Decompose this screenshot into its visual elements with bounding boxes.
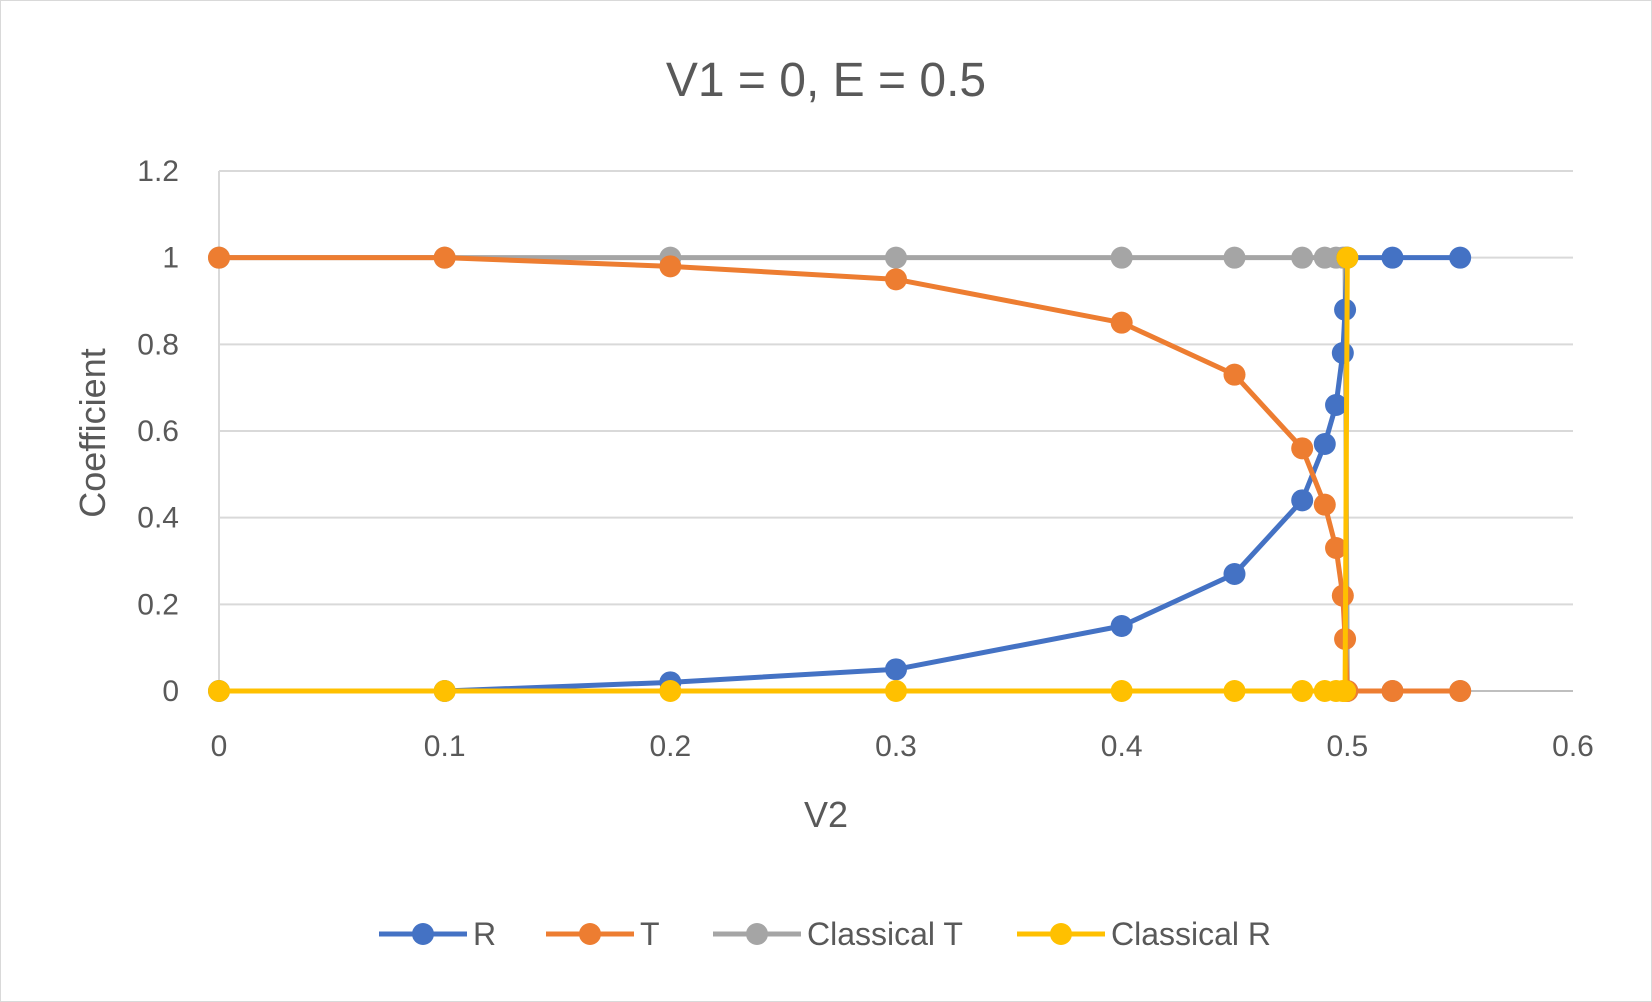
x-tick-label: 0.2 xyxy=(649,730,691,763)
x-tick-label: 0.6 xyxy=(1552,730,1594,763)
legend-label: Classical R xyxy=(1111,916,1271,952)
series-layer xyxy=(208,246,1472,702)
data-point xyxy=(1449,246,1472,269)
data-point xyxy=(1325,394,1348,416)
data-point xyxy=(1110,680,1133,702)
data-point xyxy=(1110,615,1133,637)
chart-title: V1 = 0, E = 0.5 xyxy=(666,54,986,107)
x-axis-label: V2 xyxy=(804,794,848,835)
data-point xyxy=(885,246,907,269)
legend-item-classical-r: Classical R xyxy=(1017,916,1271,952)
series-line xyxy=(219,255,1461,694)
data-point xyxy=(1336,246,1359,269)
data-point xyxy=(1313,433,1336,455)
series-classical-t xyxy=(208,246,1472,702)
data-point xyxy=(1331,584,1354,607)
x-tick-label: 0.4 xyxy=(1101,730,1143,763)
legend-marker xyxy=(412,923,434,945)
legend-marker xyxy=(1050,923,1072,945)
y-tick-label: 0.8 xyxy=(137,328,179,361)
y-axis-label: Coefficient xyxy=(72,348,113,517)
data-point xyxy=(659,680,682,702)
legend-marker xyxy=(746,923,768,945)
data-point xyxy=(1291,437,1314,460)
data-point xyxy=(1334,680,1357,702)
legend-label: Classical T xyxy=(807,916,963,952)
data-point xyxy=(1291,246,1314,269)
data-point xyxy=(1223,363,1246,386)
data-point xyxy=(885,658,907,681)
x-tick-label: 0 xyxy=(211,730,228,763)
data-point xyxy=(1381,246,1404,269)
y-tick-label: 1 xyxy=(162,242,179,275)
data-point xyxy=(1381,680,1404,702)
series-classical-r xyxy=(208,246,1359,702)
y-tick-label: 0.2 xyxy=(137,588,179,621)
legend-item-r: R xyxy=(379,916,496,952)
series-r xyxy=(208,246,1472,702)
data-point xyxy=(1291,680,1314,702)
data-point xyxy=(1223,563,1246,585)
legend-label: R xyxy=(473,916,496,952)
series-line xyxy=(219,255,1461,694)
series-line xyxy=(219,257,1350,694)
y-tick-label: 0.4 xyxy=(137,502,179,535)
data-point xyxy=(885,680,907,702)
legend-item-classical-t: Classical T xyxy=(713,916,963,952)
y-tick-label: 0 xyxy=(162,675,179,708)
gridlines xyxy=(219,170,1573,606)
y-tick-label: 1.2 xyxy=(137,155,179,188)
x-tick-label: 0.1 xyxy=(424,730,466,763)
data-point xyxy=(208,680,230,702)
legend: R T Classical T Classical R xyxy=(379,916,1271,952)
data-point xyxy=(1325,537,1348,559)
data-point xyxy=(1449,680,1472,702)
data-point xyxy=(1110,311,1133,334)
legend-item-t: T xyxy=(546,916,660,952)
data-point xyxy=(1110,246,1133,269)
data-point xyxy=(208,246,230,269)
data-point xyxy=(885,268,907,291)
series-line xyxy=(219,255,1461,694)
y-tick-label: 0.6 xyxy=(137,415,179,448)
data-point xyxy=(1313,493,1336,516)
data-point xyxy=(659,255,682,278)
series-t xyxy=(208,246,1472,702)
data-point xyxy=(1223,680,1246,702)
data-point xyxy=(1331,342,1354,364)
legend-label: T xyxy=(640,916,660,952)
data-point xyxy=(1223,246,1246,269)
data-point xyxy=(433,246,456,269)
data-point xyxy=(433,680,456,702)
x-tick-label: 0.5 xyxy=(1326,730,1368,763)
data-point xyxy=(1291,489,1314,512)
legend-marker xyxy=(579,923,601,945)
x-tick-label: 0.3 xyxy=(875,730,917,763)
